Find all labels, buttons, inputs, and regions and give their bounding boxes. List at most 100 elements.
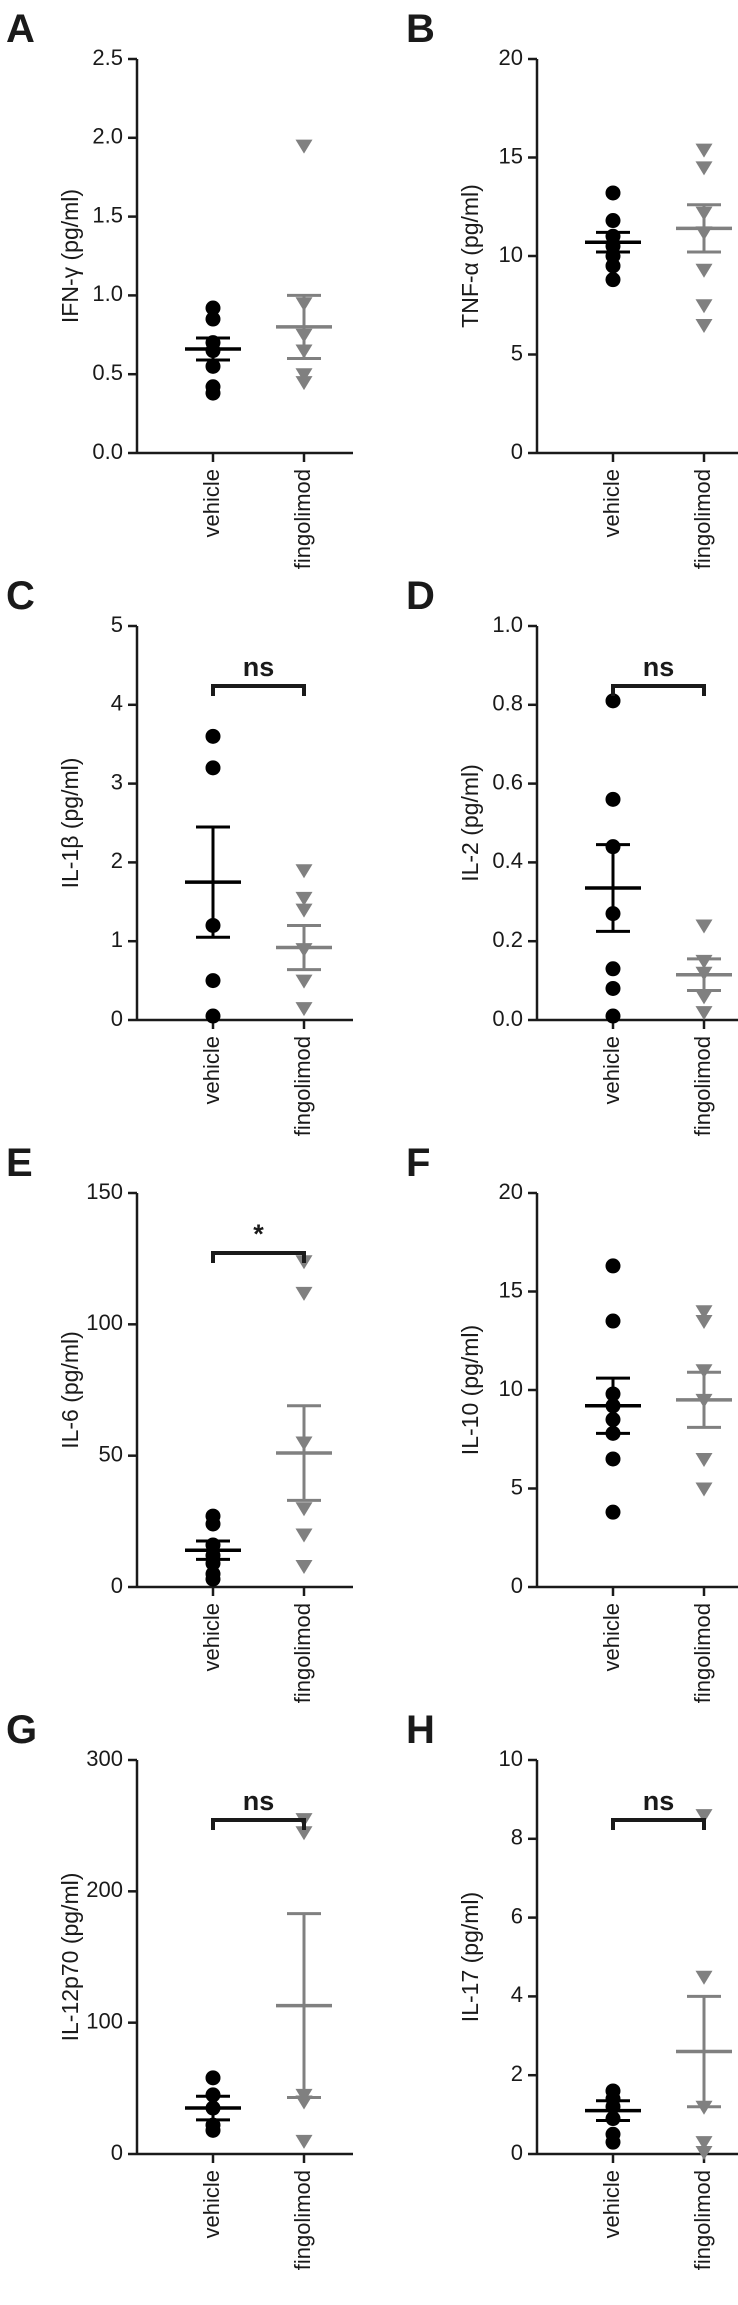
y-tick-label: 0 — [111, 1006, 123, 1031]
data-point — [605, 1258, 621, 1274]
data-point — [295, 1826, 313, 1841]
data-point — [695, 1452, 713, 1467]
significance-bracket — [611, 684, 706, 696]
data-point — [205, 1571, 221, 1587]
y-tick-label: 50 — [99, 1441, 123, 1466]
data-point — [605, 2134, 621, 2150]
y-tick-label: 0 — [111, 2140, 123, 2165]
y-tick-label: 0.6 — [492, 769, 523, 794]
error-bar — [596, 843, 630, 933]
data-point — [295, 1559, 313, 1574]
x-tick-label: fingolimod — [290, 1603, 315, 1703]
data-point — [205, 760, 221, 776]
data-point — [205, 1008, 221, 1024]
y-tick-label: 200 — [86, 1877, 123, 1902]
significance-bracket — [611, 1818, 706, 1830]
y-tick-label: 0.4 — [492, 848, 523, 873]
data-point — [695, 1482, 713, 1497]
data-point — [205, 358, 221, 374]
y-tick-label: 4 — [111, 691, 123, 716]
data-point — [695, 1970, 713, 1985]
data-point — [605, 185, 621, 201]
significance-bracket — [211, 684, 306, 696]
significance-bracket — [211, 1818, 306, 1830]
x-tick-label: vehicle — [599, 1603, 624, 1671]
y-axis-label: TNF-α (pg/ml) — [457, 184, 483, 328]
y-tick-label: 5 — [511, 1474, 523, 1499]
panel-label: B — [406, 7, 435, 51]
data-point — [695, 143, 713, 158]
data-point — [605, 258, 621, 274]
panel-label: G — [6, 1708, 37, 1752]
error-bar — [596, 2099, 630, 2123]
data-point — [695, 1315, 713, 1330]
y-tick-label: 2 — [111, 848, 123, 873]
significance-label: ns — [243, 652, 275, 682]
data-point — [295, 2134, 313, 2149]
error-bar — [287, 293, 321, 360]
error-bar — [687, 1994, 721, 2109]
panel-label: A — [6, 7, 35, 51]
panel-label: C — [6, 574, 35, 618]
data-point — [695, 1006, 713, 1021]
data-point — [205, 973, 221, 989]
data-point — [205, 728, 221, 744]
y-tick-label: 100 — [86, 1310, 123, 1335]
data-point — [605, 272, 621, 288]
x-tick-label: fingolimod — [690, 1036, 715, 1136]
y-tick-label: 300 — [86, 1746, 123, 1771]
x-tick-label: vehicle — [599, 2170, 624, 2238]
data-point — [695, 2146, 713, 2161]
significance-label: * — [253, 1219, 264, 1249]
data-point — [605, 1451, 621, 1467]
error-bar — [687, 203, 721, 254]
panel-label: F — [406, 1141, 430, 1185]
y-tick-label: 10 — [499, 1376, 523, 1401]
x-tick-label: fingolimod — [290, 1036, 315, 1136]
error-bar — [196, 1539, 230, 1561]
error-bar — [196, 825, 230, 939]
x-tick-label: vehicle — [599, 469, 624, 537]
x-tick-label: vehicle — [199, 2170, 224, 2238]
x-tick-label: fingolimod — [290, 2170, 315, 2270]
y-tick-label: 0.0 — [92, 439, 123, 464]
data-point — [605, 1008, 621, 1024]
data-point — [605, 693, 621, 709]
y-tick-label: 0.0 — [492, 1006, 523, 1031]
y-axis-label: IFN-γ (pg/ml) — [57, 189, 83, 323]
data-point — [695, 318, 713, 333]
y-tick-label: 0 — [111, 1573, 123, 1598]
data-point — [605, 980, 621, 996]
y-tick-label: 0.5 — [92, 360, 123, 385]
y-tick-label: 3 — [111, 769, 123, 794]
data-point — [205, 2122, 221, 2138]
data-point — [205, 1516, 221, 1532]
y-tick-label: 6 — [511, 1903, 523, 1928]
y-tick-label: 2 — [511, 2061, 523, 2086]
data-point — [695, 1809, 713, 1824]
error-bar — [287, 1404, 321, 1502]
data-point — [605, 1504, 621, 1520]
error-bar — [287, 923, 321, 972]
x-tick-label: vehicle — [199, 1603, 224, 1671]
y-tick-label: 0 — [511, 1573, 523, 1598]
data-point — [295, 1002, 313, 1017]
data-point — [205, 385, 221, 401]
data-point — [605, 961, 621, 977]
data-point — [695, 919, 713, 934]
error-bar — [196, 336, 230, 362]
y-axis-label: IL-10 (pg/ml) — [457, 1325, 483, 1455]
panel-label: E — [6, 1141, 33, 1185]
y-tick-label: 150 — [86, 1179, 123, 1204]
x-tick-label: fingolimod — [690, 1603, 715, 1703]
x-tick-label: vehicle — [199, 1036, 224, 1104]
significance-label: ns — [243, 1786, 275, 1816]
data-point — [605, 1313, 621, 1329]
data-point — [295, 1502, 313, 1517]
data-point — [295, 1528, 313, 1543]
significance-label: ns — [643, 652, 675, 682]
data-point — [295, 974, 313, 989]
data-point — [695, 2136, 713, 2151]
data-point — [695, 990, 713, 1005]
data-point — [605, 213, 621, 229]
